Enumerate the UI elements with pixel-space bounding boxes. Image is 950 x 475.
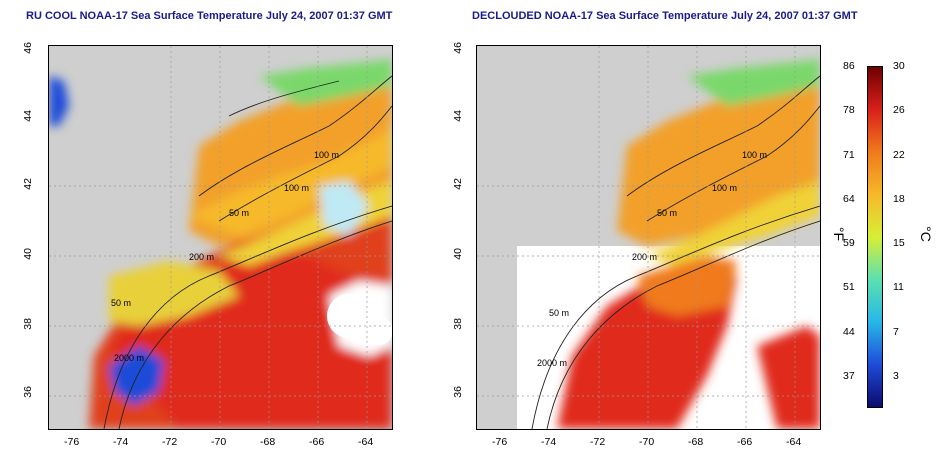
celsius-unit-label: °C [917, 226, 934, 242]
y-tick: 40 [22, 248, 34, 260]
celsius-tick: 3 [893, 370, 899, 382]
fahrenheit-tick: 51 [843, 281, 855, 294]
contour-label: 100 m [712, 183, 737, 193]
x-tick: -72 [590, 436, 606, 448]
x-tick: -66 [737, 436, 753, 448]
y-tick: 44 [452, 110, 464, 122]
y-tick: 44 [22, 110, 34, 122]
right-sst-map: 100 m 100 m 50 m 200 m 50 m 2000 m [476, 45, 821, 430]
x-tick: -72 [162, 436, 178, 448]
contour-label: 200 m [632, 252, 657, 262]
x-tick: -76 [492, 436, 508, 448]
temperature-colorbar [867, 66, 883, 408]
celsius-tick: 18 [893, 192, 905, 205]
celsius-tick: 11 [893, 281, 904, 294]
y-tick: 38 [22, 318, 34, 330]
contour-label: 50 m [111, 298, 131, 308]
x-tick: -64 [358, 436, 374, 448]
left-sst-image: 100 m 100 m 50 m 200 m 50 m 2000 m [49, 46, 392, 429]
celsius-tick: 15 [893, 237, 905, 250]
contour-label: 100 m [314, 150, 339, 160]
fahrenheit-tick: 78 [843, 104, 855, 117]
y-tick: 46 [22, 42, 34, 54]
contour-label: 50 m [657, 208, 677, 218]
x-tick: -74 [541, 436, 557, 448]
fahrenheit-tick: 64 [843, 192, 855, 205]
left-sst-map: 100 m 100 m 50 m 200 m 50 m 2000 m [48, 45, 393, 430]
celsius-tick: 26 [893, 104, 905, 117]
celsius-tick: 30 [893, 60, 905, 72]
x-tick: -66 [309, 436, 325, 448]
contour-label: 2000 m [537, 358, 567, 368]
contour-label: 2000 m [114, 353, 144, 363]
y-tick: 46 [452, 42, 464, 54]
fahrenheit-tick: 44 [843, 325, 855, 338]
y-tick: 42 [22, 178, 34, 190]
fahrenheit-tick: 86 [843, 60, 855, 72]
x-tick: -68 [688, 436, 704, 448]
y-tick: 38 [452, 318, 464, 330]
fahrenheit-unit-label: °F [831, 226, 848, 242]
x-tick: -68 [260, 436, 276, 448]
contour-label: 100 m [742, 150, 767, 160]
x-tick: -64 [786, 436, 802, 448]
x-tick: -70 [211, 436, 227, 448]
contour-label: 50 m [549, 308, 569, 318]
contour-label: 100 m [284, 183, 309, 193]
x-tick: -74 [113, 436, 129, 448]
celsius-tick: 22 [893, 148, 905, 161]
y-tick: 36 [22, 386, 34, 398]
fahrenheit-tick: 37 [843, 370, 855, 382]
x-tick: -70 [639, 436, 655, 448]
x-tick: -76 [64, 436, 80, 448]
y-tick: 42 [452, 178, 464, 190]
right-sst-image: 100 m 100 m 50 m 200 m 50 m 2000 m [477, 46, 820, 429]
y-tick: 40 [452, 248, 464, 260]
contour-label: 50 m [229, 208, 249, 218]
right-map-title: DECLOUDED NOAA-17 Sea Surface Temperatur… [472, 10, 858, 22]
left-map-title: RU COOL NOAA-17 Sea Surface Temperature … [26, 10, 393, 22]
y-tick: 36 [452, 386, 464, 398]
celsius-tick: 7 [893, 325, 899, 338]
fahrenheit-tick: 71 [843, 148, 855, 161]
fahrenheit-tick: 59 [843, 237, 855, 250]
contour-label: 200 m [189, 252, 214, 262]
